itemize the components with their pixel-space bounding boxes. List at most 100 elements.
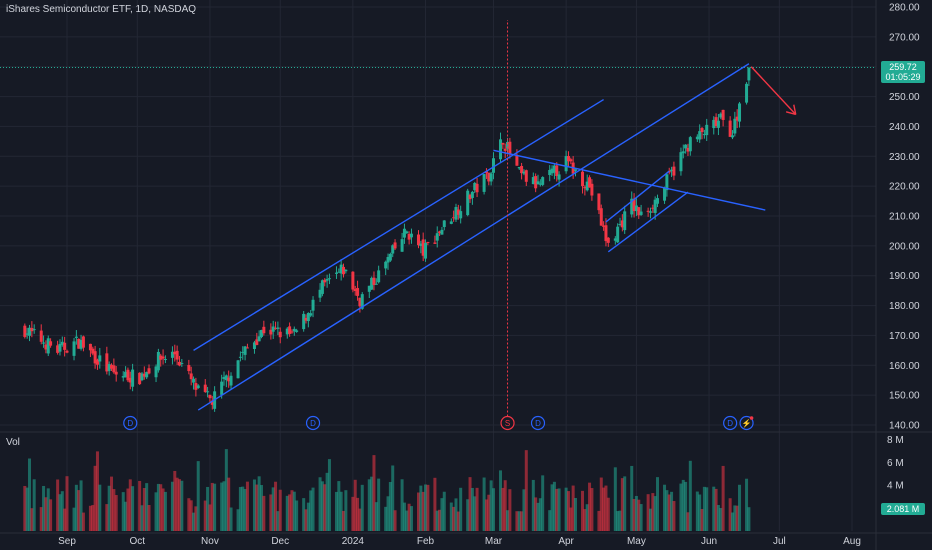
volume-bar (569, 507, 573, 531)
volume-bar (302, 498, 306, 531)
volume-bars (23, 449, 751, 531)
volume-bar (126, 488, 130, 531)
candle-body (309, 313, 313, 316)
candle-body (573, 169, 577, 171)
volume-bar (142, 488, 146, 531)
volume-bar (730, 512, 734, 531)
volume-bar (522, 489, 526, 531)
candle-body (648, 211, 652, 213)
candle-body (145, 372, 149, 378)
candle-body (88, 343, 92, 351)
volume-bar (714, 488, 718, 531)
candle-body (470, 191, 474, 198)
price-tick-label: 230.00 (889, 152, 920, 163)
volume-bar (632, 498, 636, 531)
volume-bar (255, 484, 259, 531)
time-tick-label: Jun (701, 536, 717, 547)
volume-bar (468, 477, 472, 531)
volume-bar (386, 496, 390, 531)
candle-body (421, 239, 425, 256)
candle-body (536, 181, 540, 185)
candle-body (702, 134, 706, 136)
price-tick-label: 140.00 (889, 421, 920, 432)
candle-body (632, 198, 636, 212)
volume-bar (309, 490, 313, 531)
candle-body (484, 171, 488, 174)
chart-title: iShares Semiconductor ETF, 1D, NASDAQ (6, 4, 197, 15)
volume-bar (550, 484, 554, 531)
candle-body (306, 312, 310, 322)
candle-body (520, 165, 524, 174)
volume-bar (531, 479, 535, 531)
volume-bar (74, 484, 78, 531)
candle-body (374, 283, 378, 285)
volume-bar (524, 450, 528, 531)
candle-body (252, 342, 256, 349)
volume-bar (262, 495, 266, 531)
candle-body (517, 167, 521, 169)
volume-bar (548, 510, 552, 531)
volume-bar (110, 476, 114, 531)
volume-bar (738, 484, 742, 531)
trendline-channel-lower (197, 63, 750, 411)
candle-body (311, 299, 315, 311)
volume-bar (747, 507, 751, 531)
candle-body (56, 345, 60, 353)
candle-body (534, 176, 538, 189)
candle-body (105, 353, 109, 372)
candle-body (501, 142, 505, 145)
time-tick-label: May (627, 536, 646, 547)
candle-body (449, 221, 453, 224)
candle-body (733, 118, 737, 134)
volume-bar (405, 510, 409, 531)
volume-bar (295, 500, 299, 531)
volume-bar (210, 482, 214, 531)
candle-body (391, 245, 395, 254)
candle-body (356, 288, 360, 296)
candle-body (653, 199, 657, 213)
candle-body (72, 341, 76, 356)
volume-bar (252, 479, 256, 531)
volume-bar (499, 470, 503, 531)
volume-bar (147, 504, 151, 531)
volume-bar (719, 508, 723, 531)
candle-body (128, 377, 132, 383)
candle-body (49, 341, 53, 346)
volume-bar (698, 494, 702, 531)
volume-bar (733, 505, 737, 531)
candle-body (327, 278, 331, 280)
volume-bar (154, 492, 158, 531)
volume-bar (79, 480, 83, 531)
volume-bar (370, 476, 374, 531)
volume-bar (367, 479, 371, 531)
candle-body (112, 365, 116, 373)
candle-body (468, 194, 472, 200)
event-marker-label: S (505, 419, 510, 428)
candle-body (372, 277, 376, 286)
candle-body (620, 220, 624, 228)
candle-body (39, 330, 43, 342)
volume-bar (46, 488, 50, 531)
candle-body (110, 364, 114, 369)
forecast-arrow-head (793, 104, 797, 115)
volume-bar (613, 467, 617, 531)
volume-bar (222, 481, 226, 531)
volume-bar (224, 449, 228, 531)
candle-body (566, 156, 570, 162)
candle-body (646, 210, 650, 212)
volume-bar (651, 493, 655, 531)
volume-bar (95, 451, 99, 531)
volume-bar (473, 496, 477, 531)
volume-bar (203, 500, 207, 531)
event-marker-dividend (123, 415, 138, 431)
candle-body (46, 338, 50, 354)
volume-bar (56, 479, 60, 531)
candle-body (503, 148, 507, 151)
volume-bar (177, 479, 181, 531)
volume-bar (648, 508, 652, 531)
event-marker-dividend (305, 415, 321, 431)
volume-bar (180, 480, 184, 531)
volume-bar (670, 491, 674, 531)
candle-body (131, 369, 135, 387)
